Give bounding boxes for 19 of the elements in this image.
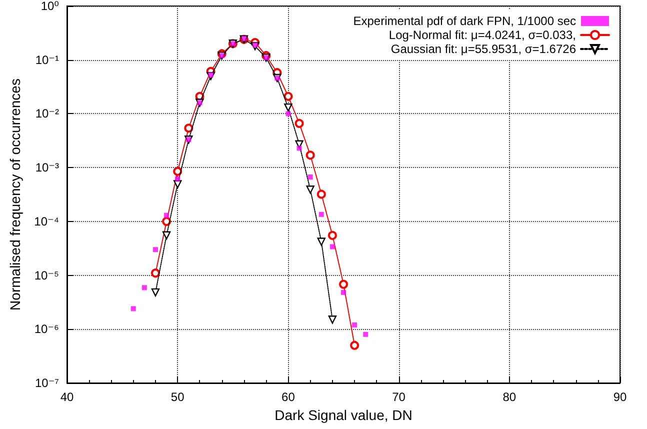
x-tick-label: 90 (613, 390, 627, 404)
x-tick-label: 50 (170, 390, 185, 404)
x-axis-title: Dark Signal value, DN (274, 406, 412, 423)
y-tick-label: 10⁻¹ (35, 52, 59, 67)
legend-label: Experimental pdf of dark FPN, 1/1000 sec (353, 14, 576, 28)
y-tick-label: 10⁻⁵ (34, 268, 60, 282)
y-tick-label: 10⁻³ (35, 160, 59, 175)
x-tick-label: 60 (282, 390, 296, 404)
legend-label: Log-Normal fit: μ=4.0241, σ=0.033, (388, 28, 576, 42)
x-tick-label: 40 (60, 390, 74, 404)
y-tick-label: 10⁻⁷ (34, 376, 59, 390)
x-tick-label: 80 (502, 390, 516, 404)
y-tick-label: 10⁻⁶ (34, 322, 60, 336)
y-tick-label: 10⁻⁴ (34, 214, 59, 228)
y-tick-label: 10⁰ (40, 0, 60, 13)
legend-label: Gaussian fit: μ=55.9531, σ=1.6726 (390, 42, 576, 56)
y-axis-title: Normalised frequency of occurrences (7, 78, 23, 310)
y-tick-label: 10⁻² (35, 106, 59, 121)
x-tick-label: 70 (392, 390, 406, 404)
